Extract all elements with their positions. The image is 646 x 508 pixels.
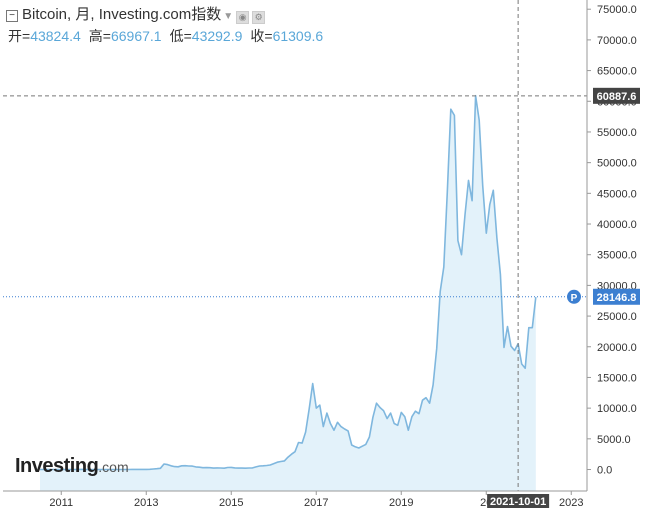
x-tick-label: 20 (480, 497, 492, 508)
close-value: 61309.6 (272, 28, 324, 44)
x-tick-label: 2019 (389, 497, 413, 508)
low-label: 低= (169, 28, 192, 44)
last-price-text: 28146.8 (597, 292, 637, 304)
y-tick-label: 20000.0 (597, 342, 637, 354)
y-tick-label: 70000.0 (597, 35, 637, 47)
gear-icon[interactable]: ⚙ (252, 11, 266, 24)
x-tick-label: 2011 (49, 497, 73, 508)
y-tick-label: 5000.0 (597, 434, 631, 446)
chart-legend: − Bitcoin, 月, Investing.com指数 ▼ ◉ ⚙ (6, 3, 266, 24)
axis-badges: 60887.6 28146.8 P 2021-10-01 (487, 87, 640, 508)
price-marker-letter: P (571, 293, 578, 304)
legend-title: Bitcoin, 月, Investing.com指数 (22, 6, 222, 23)
y-tick-label: 55000.0 (597, 127, 637, 139)
y-tick-label: 35000.0 (597, 250, 637, 262)
chevron-down-icon[interactable]: ▼ (223, 11, 234, 22)
high-value: 66967.1 (110, 28, 162, 44)
y-tick-label: 40000.0 (597, 219, 637, 231)
close-label: 收= (250, 28, 273, 44)
x-tick-label: 2017 (304, 497, 328, 508)
y-axis: 0.05000.010000.015000.020000.025000.0300… (587, 4, 637, 477)
y-tick-label: 45000.0 (597, 188, 637, 200)
y-tick-label: 50000.0 (597, 158, 637, 170)
crosshair-value-text: 60887.6 (597, 91, 637, 103)
crosshair-value-badge (593, 87, 640, 104)
collapse-icon[interactable]: − (6, 10, 18, 22)
y-tick-label: 65000.0 (597, 66, 637, 78)
low-value: 43292.9 (191, 28, 243, 44)
price-line (40, 94, 537, 471)
price-marker-icon[interactable] (567, 289, 581, 304)
y-tick-label: 75000.0 (597, 4, 637, 16)
ohlc-readout: 开=43824.4 高=66967.1 低=43292.9 收=61309.6 (8, 26, 331, 46)
open-value: 43824.4 (30, 28, 81, 44)
eye-icon[interactable]: ◉ (236, 11, 250, 24)
x-axis: 2011 2013 2015 2017 2019 20 2023 (49, 491, 583, 508)
logo-suffix: .com (98, 459, 129, 475)
price-area-fill (40, 95, 536, 491)
open-label: 开= (8, 28, 31, 44)
investing-logo: Investing.com (15, 455, 129, 478)
x-tick-label: 2023 (559, 497, 583, 508)
crosshair-date-badge (487, 494, 550, 508)
logo-main: Investing (15, 455, 99, 477)
y-tick-label: 15000.0 (597, 372, 637, 384)
last-price-badge (593, 288, 640, 305)
high-label: 高= (88, 28, 111, 44)
x-tick-label: 2015 (219, 497, 243, 508)
y-tick-label: 10000.0 (597, 403, 637, 415)
y-tick-label: 0.0 (597, 465, 612, 477)
y-tick-label: 25000.0 (597, 311, 637, 323)
crosshair-date-text: 2021-10-01 (490, 496, 546, 508)
x-tick-label: 2013 (134, 497, 158, 508)
